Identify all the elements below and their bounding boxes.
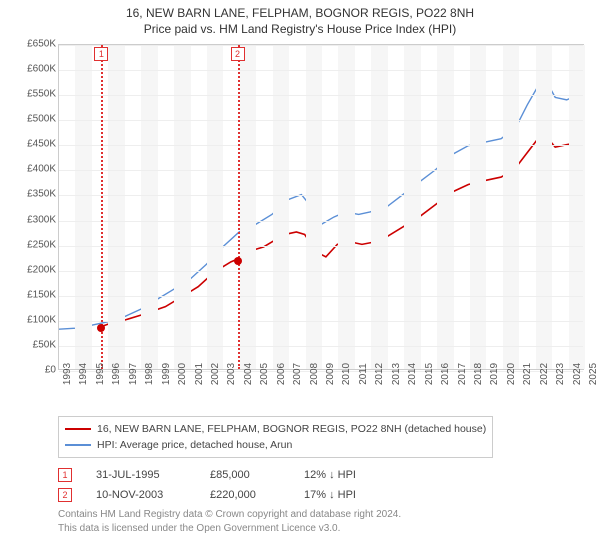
y-gridline bbox=[59, 271, 583, 272]
y-tick-label: £600K bbox=[27, 64, 56, 75]
y-gridline bbox=[59, 70, 583, 71]
marker-badge: 1 bbox=[94, 47, 108, 61]
y-tick-label: £100K bbox=[27, 314, 56, 325]
x-tick-label: 2007 bbox=[292, 363, 303, 385]
footnote-line: Contains HM Land Registry data © Crown c… bbox=[58, 508, 590, 522]
y-gridline bbox=[59, 296, 583, 297]
x-tick-label: 2016 bbox=[440, 363, 451, 385]
legend-item: HPI: Average price, detached house, Arun bbox=[65, 437, 486, 453]
x-tick-label: 2011 bbox=[358, 363, 369, 385]
y-tick-label: £550K bbox=[27, 89, 56, 100]
sale-diff: 17% ↓ HPI bbox=[304, 489, 394, 501]
x-tick-label: 2008 bbox=[309, 363, 320, 385]
sale-badge: 1 bbox=[58, 468, 72, 482]
x-tick-label: 1995 bbox=[95, 363, 106, 385]
sale-row: 1 31-JUL-1995 £85,000 12% ↓ HPI bbox=[58, 468, 590, 482]
x-tick-label: 2018 bbox=[473, 363, 484, 385]
y-gridline bbox=[59, 346, 583, 347]
y-tick-label: £0 bbox=[45, 365, 56, 376]
sale-badge: 2 bbox=[58, 488, 72, 502]
x-tick-label: 2001 bbox=[194, 363, 205, 385]
y-tick-label: £500K bbox=[27, 114, 56, 125]
x-tick-label: 1993 bbox=[62, 363, 73, 385]
marker-line bbox=[101, 45, 103, 369]
y-gridline bbox=[59, 321, 583, 322]
x-tick-label: 2015 bbox=[424, 363, 435, 385]
x-tick-label: 1997 bbox=[128, 363, 139, 385]
x-tick-label: 2017 bbox=[457, 363, 468, 385]
x-tick-label: 1998 bbox=[144, 363, 155, 385]
y-gridline bbox=[59, 221, 583, 222]
x-tick-label: 2019 bbox=[489, 363, 500, 385]
chart-area: 12 £0£50K£100K£150K£200K£250K£300K£350K£… bbox=[10, 40, 590, 410]
title-block: 16, NEW BARN LANE, FELPHAM, BOGNOR REGIS… bbox=[10, 6, 590, 36]
x-tick-label: 2009 bbox=[325, 363, 336, 385]
sale-price: £85,000 bbox=[210, 469, 280, 481]
y-tick-label: £350K bbox=[27, 189, 56, 200]
legend-label: 16, NEW BARN LANE, FELPHAM, BOGNOR REGIS… bbox=[97, 421, 486, 437]
x-tick-label: 2010 bbox=[341, 363, 352, 385]
x-tick-label: 1996 bbox=[111, 363, 122, 385]
sales-table: 1 31-JUL-1995 £85,000 12% ↓ HPI 2 10-NOV… bbox=[58, 468, 590, 502]
plot-area: 12 bbox=[58, 44, 584, 370]
x-tick-label: 2005 bbox=[259, 363, 270, 385]
sale-row: 2 10-NOV-2003 £220,000 17% ↓ HPI bbox=[58, 488, 590, 502]
x-tick-label: 2002 bbox=[210, 363, 221, 385]
y-tick-label: £650K bbox=[27, 39, 56, 50]
x-tick-label: 2014 bbox=[407, 363, 418, 385]
y-gridline bbox=[59, 145, 583, 146]
chart-subtitle: Price paid vs. HM Land Registry's House … bbox=[10, 22, 590, 36]
sale-date: 31-JUL-1995 bbox=[96, 469, 186, 481]
marker-line bbox=[238, 45, 240, 369]
x-tick-label: 2006 bbox=[276, 363, 287, 385]
y-tick-label: £400K bbox=[27, 164, 56, 175]
x-tick-label: 2025 bbox=[588, 363, 599, 385]
footnote: Contains HM Land Registry data © Crown c… bbox=[58, 508, 590, 535]
sale-price: £220,000 bbox=[210, 489, 280, 501]
y-tick-label: £150K bbox=[27, 289, 56, 300]
sale-date: 10-NOV-2003 bbox=[96, 489, 186, 501]
x-tick-label: 2022 bbox=[539, 363, 550, 385]
y-gridline bbox=[59, 170, 583, 171]
x-tick-label: 2024 bbox=[572, 363, 583, 385]
y-tick-label: £50K bbox=[33, 339, 56, 350]
marker-dot bbox=[234, 257, 242, 265]
sale-diff: 12% ↓ HPI bbox=[304, 469, 394, 481]
y-gridline bbox=[59, 246, 583, 247]
x-tick-label: 2012 bbox=[374, 363, 385, 385]
x-tick-label: 2000 bbox=[177, 363, 188, 385]
x-tick-label: 2013 bbox=[391, 363, 402, 385]
marker-dot bbox=[97, 324, 105, 332]
y-tick-label: £250K bbox=[27, 239, 56, 250]
footnote-line: This data is licensed under the Open Gov… bbox=[58, 522, 590, 536]
x-tick-label: 2020 bbox=[506, 363, 517, 385]
y-tick-label: £450K bbox=[27, 139, 56, 150]
legend-label: HPI: Average price, detached house, Arun bbox=[97, 437, 292, 453]
y-tick-label: £300K bbox=[27, 214, 56, 225]
legend: 16, NEW BARN LANE, FELPHAM, BOGNOR REGIS… bbox=[58, 416, 493, 458]
legend-item: 16, NEW BARN LANE, FELPHAM, BOGNOR REGIS… bbox=[65, 421, 486, 437]
y-gridline bbox=[59, 120, 583, 121]
legend-swatch bbox=[65, 444, 91, 446]
y-gridline bbox=[59, 195, 583, 196]
x-tick-label: 2004 bbox=[243, 363, 254, 385]
x-tick-label: 2003 bbox=[226, 363, 237, 385]
y-tick-label: £200K bbox=[27, 264, 56, 275]
chart-title: 16, NEW BARN LANE, FELPHAM, BOGNOR REGIS… bbox=[10, 6, 590, 20]
y-gridline bbox=[59, 95, 583, 96]
x-tick-label: 2021 bbox=[522, 363, 533, 385]
x-tick-label: 1994 bbox=[78, 363, 89, 385]
marker-badge: 2 bbox=[231, 47, 245, 61]
x-tick-label: 2023 bbox=[555, 363, 566, 385]
x-tick-label: 1999 bbox=[161, 363, 172, 385]
y-gridline bbox=[59, 45, 583, 46]
legend-swatch bbox=[65, 428, 91, 430]
chart-container: 16, NEW BARN LANE, FELPHAM, BOGNOR REGIS… bbox=[0, 0, 600, 560]
